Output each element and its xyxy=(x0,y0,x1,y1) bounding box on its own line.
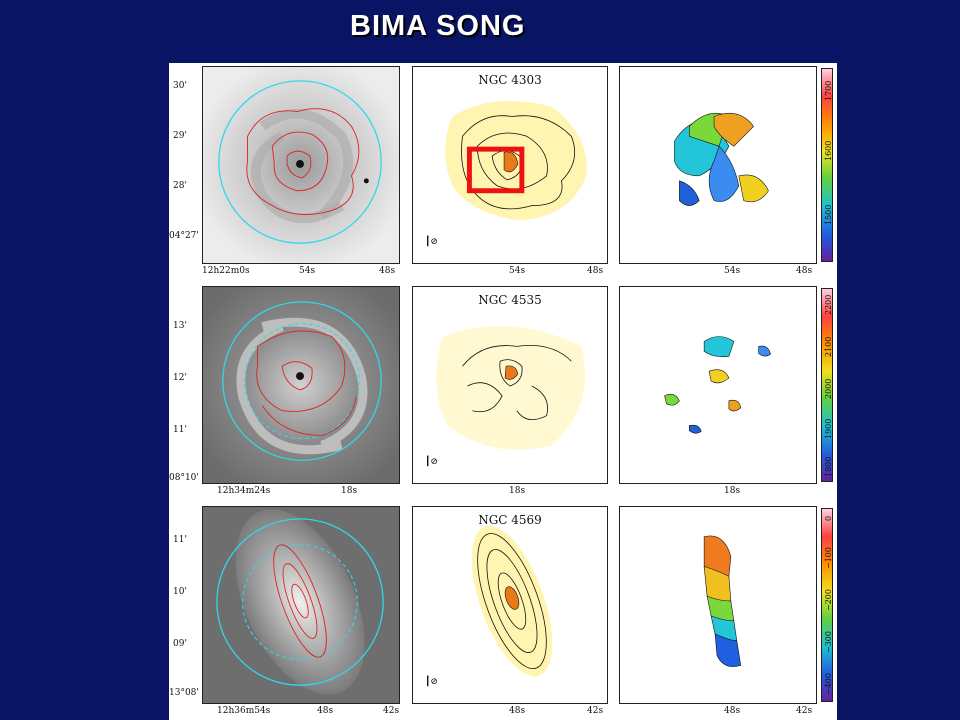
dec-label: 11' xyxy=(173,535,187,545)
ra-label: 54s xyxy=(509,266,526,276)
velocity-colorbar xyxy=(821,68,833,262)
beam-marker: ┃⊘ xyxy=(425,677,438,687)
ngc4569-co-panel: NGC 4569 ┃⊘ xyxy=(412,506,608,704)
colorbar-label: 1500 xyxy=(824,204,833,225)
ra-label: 12h22m0s xyxy=(202,266,250,276)
ra-label: 48s xyxy=(317,706,334,716)
dec-label: 13°08' xyxy=(169,688,199,698)
dec-label: 29' xyxy=(173,131,187,141)
velocity-colorbar xyxy=(821,508,833,702)
colorbar-label: 1900 xyxy=(824,418,833,439)
ngc4535-co-map xyxy=(436,326,585,450)
galaxy-name: NGC 4569 xyxy=(478,513,542,527)
dec-label: 30' xyxy=(173,81,187,91)
colorbar-label: 1800 xyxy=(824,456,833,477)
colorbar-label: −300 xyxy=(824,631,833,653)
slide-title: BIMA SONG xyxy=(350,10,526,42)
dec-label: 13' xyxy=(173,321,187,331)
ra-label: 42s xyxy=(383,706,400,716)
ngc4569-co-map xyxy=(471,525,553,677)
colorbar-label: 1600 xyxy=(824,140,833,161)
ngc4535-velocity-panel xyxy=(619,286,817,484)
ngc4303-optical-image xyxy=(203,67,399,263)
colorbar-label: 0 xyxy=(824,515,833,521)
ngc4303-optical-panel xyxy=(202,66,400,264)
figure: 30' 29' 28' 04°27' 12h22m0s 54s 48s NGC … xyxy=(169,63,837,720)
colorbar-label: −200 xyxy=(824,589,833,611)
ngc4569-velocity-map xyxy=(703,535,742,667)
beam-marker: ┃⊘ xyxy=(425,457,438,467)
ra-label: 12h34m24s xyxy=(217,486,271,496)
colorbar-label: 2200 xyxy=(824,294,833,315)
ngc4569-velocity-panel xyxy=(619,506,817,704)
ra-label: 42s xyxy=(796,706,813,716)
ngc4535-optical-image xyxy=(203,287,399,483)
galaxy-name: NGC 4303 xyxy=(478,73,542,87)
ra-label: 18s xyxy=(509,486,526,496)
dec-label: 10' xyxy=(173,587,187,597)
dec-label: 09' xyxy=(173,639,187,649)
dec-label: 04°27' xyxy=(169,231,199,241)
ngc4303-co-panel: NGC 4303 ┃⊘ xyxy=(412,66,608,264)
ngc4303-velocity-map xyxy=(674,112,769,206)
beam-marker: ┃⊘ xyxy=(425,237,438,247)
velocity-colorbar xyxy=(821,288,833,482)
ra-label: 54s xyxy=(299,266,316,276)
ngc4535-optical-panel xyxy=(202,286,400,484)
dec-label: 12' xyxy=(173,373,187,383)
ra-label: 18s xyxy=(341,486,358,496)
ra-label: 12h36m54s xyxy=(217,706,271,716)
ra-label: 48s xyxy=(724,706,741,716)
ngc4303-velocity-panel xyxy=(619,66,817,264)
ngc4569-optical-panel xyxy=(202,506,400,704)
ra-label: 42s xyxy=(587,706,604,716)
ra-label: 48s xyxy=(379,266,396,276)
highlight-box xyxy=(466,146,525,194)
colorbar-label: 2000 xyxy=(824,378,833,399)
ra-label: 48s xyxy=(509,706,526,716)
colorbar-label: 1700 xyxy=(824,80,833,101)
ngc4535-co-panel: NGC 4535 ┃⊘ xyxy=(412,286,608,484)
ra-label: 48s xyxy=(587,266,604,276)
colorbar-label: 2100 xyxy=(824,336,833,357)
dec-label: 11' xyxy=(173,425,187,435)
ra-label: 48s xyxy=(796,266,813,276)
dec-label: 08°10' xyxy=(169,473,199,483)
ngc4569-optical-image xyxy=(203,507,399,703)
colorbar-label: −400 xyxy=(824,673,833,695)
galaxy-name: NGC 4535 xyxy=(478,293,542,307)
ra-label: 54s xyxy=(724,266,741,276)
ngc4303-co-map xyxy=(445,101,587,221)
dec-label: 28' xyxy=(173,181,187,191)
ngc4535-velocity-map xyxy=(664,336,771,434)
ra-label: 18s xyxy=(724,486,741,496)
colorbar-label: −100 xyxy=(824,547,833,569)
